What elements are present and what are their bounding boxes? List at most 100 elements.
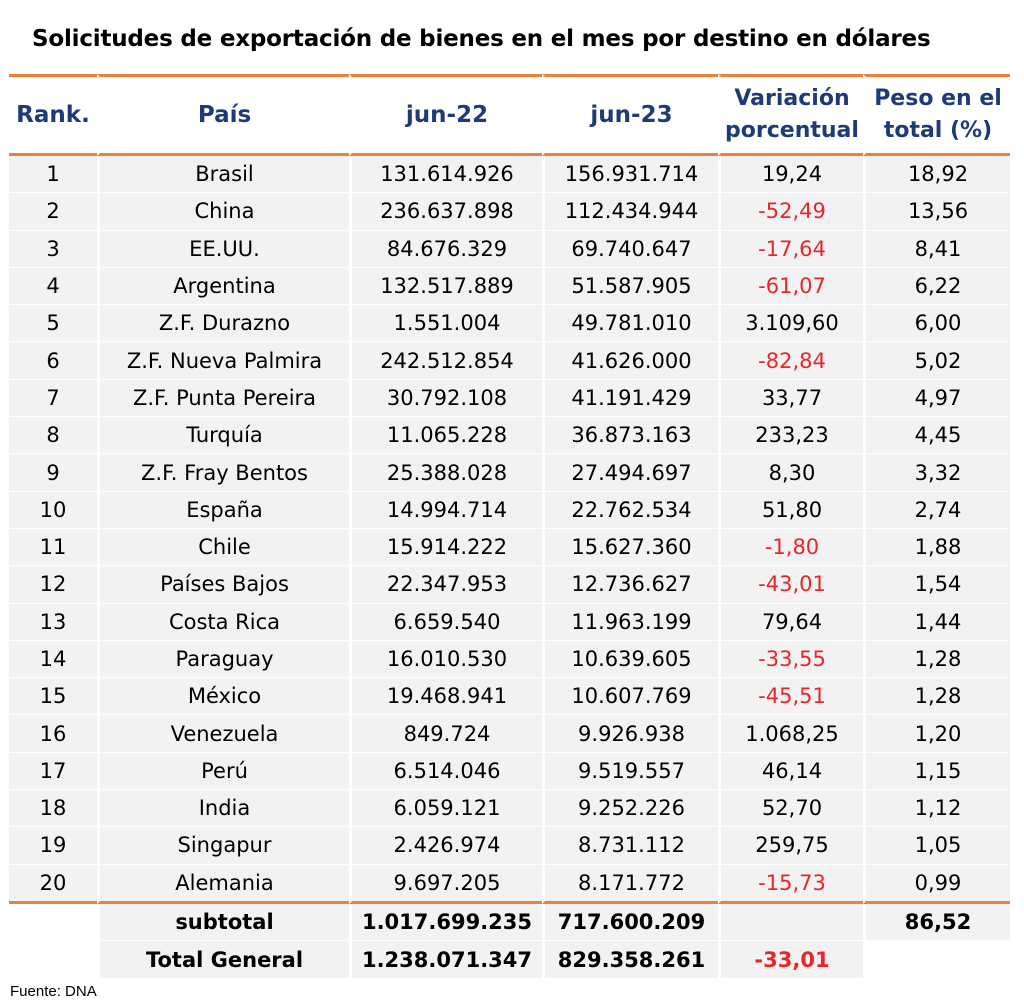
cell-var: 3.109,60 [718,305,863,343]
cell-rank: 11 [9,528,97,567]
cell-rank: 15 [9,678,97,716]
cell-rank: 16 [9,715,97,753]
subtotal-peso: 86,52 [863,903,1010,942]
cell-rank: 7 [9,379,97,418]
cell-rank: 2 [9,193,97,231]
cell-var: 52,70 [718,790,863,828]
cell-jun22: 849.724 [349,715,542,753]
cell-jun22: 132.517.889 [349,267,542,306]
total-rank-cell [9,941,97,979]
table-row: 12 Países Bajos 22.347.953 12.736.627 -43,01… [9,566,1010,604]
cell-jun22: 1.551.004 [349,305,542,343]
cell-var: -17,64 [718,230,863,268]
table-row: 20 Alemania 9.697.205 8.171.772 -15,73 0,99 [9,864,1010,904]
table-row: 18 India 6.059.121 9.252.226 52,70 1,12 [9,790,1010,828]
cell-peso: 18,92 [863,156,1010,194]
table-row: 3 EE.UU. 84.676.329 69.740.647 -17,64 8,41 [9,230,1010,268]
cell-pais: Singapur [97,827,349,865]
cell-peso: 4,45 [863,417,1010,455]
table-row: 8 Turquía 11.065.228 36.873.163 233,23 4,45 [9,417,1010,455]
cell-peso: 1,54 [863,566,1010,604]
cell-var: 233,23 [718,417,863,455]
cell-pais: Costa Rica [97,603,349,641]
cell-var: -1,80 [718,528,863,567]
cell-pais: China [97,193,349,231]
cell-pais: Alemania [97,864,349,904]
cell-jun22: 131.614.926 [349,156,542,194]
table-row: 10 España 14.994.714 22.762.534 51,80 2,74 [9,491,1010,529]
cell-var: 1.068,25 [718,715,863,753]
cell-jun23: 22.762.534 [542,491,718,529]
cell-var: 33,77 [718,379,863,418]
table-row: 16 Venezuela 849.724 9.926.938 1.068,25 1,20 [9,715,1010,753]
cell-peso: 1,28 [863,678,1010,716]
cell-rank: 8 [9,417,97,455]
cell-var: 46,14 [718,752,863,791]
cell-jun22: 9.697.205 [349,864,542,904]
cell-var: 51,80 [718,491,863,529]
total-var: -33,01 [718,941,863,979]
cell-peso: 6,22 [863,267,1010,306]
cell-peso: 1,15 [863,752,1010,791]
cell-jun23: 36.873.163 [542,417,718,455]
header-variacion: Variación porcentual [718,74,863,156]
subtotal-label: subtotal [97,903,349,942]
cell-peso: 2,74 [863,491,1010,529]
cell-var: -15,73 [718,864,863,904]
cell-peso: 4,97 [863,379,1010,418]
cell-pais: Chile [97,528,349,567]
cell-jun22: 84.676.329 [349,230,542,268]
subtotal-jun22: 1.017.699.235 [349,903,542,942]
header-rank: Rank. [9,74,97,156]
table-row: 13 Costa Rica 6.659.540 11.963.199 79,64 1,44 [9,603,1010,641]
cell-jun23: 15.627.360 [542,528,718,567]
cell-jun23: 41.191.429 [542,379,718,418]
cell-jun22: 16.010.530 [349,640,542,679]
table-row: 5 Z.F. Durazno 1.551.004 49.781.010 3.109,60… [9,305,1010,343]
table-row: 15 México 19.468.941 10.607.769 -45,51 1,28 [9,678,1010,716]
cell-jun22: 19.468.941 [349,678,542,716]
cell-rank: 14 [9,640,97,679]
cell-pais: Z.F. Fray Bentos [97,454,349,492]
cell-jun22: 22.347.953 [349,566,542,604]
cell-rank: 18 [9,790,97,828]
header-row: Rank. País jun-22 jun-23 Variación porce… [9,74,1010,156]
cell-var: -45,51 [718,678,863,716]
cell-jun22: 236.637.898 [349,193,542,231]
cell-rank: 12 [9,566,97,604]
cell-pais: Perú [97,752,349,791]
header-variacion-line1: Variación [734,86,850,111]
cell-rank: 20 [9,864,97,904]
cell-jun23: 9.519.557 [542,752,718,791]
export-table: Rank. País jun-22 jun-23 Variación porce… [9,74,1010,979]
cell-peso: 5,02 [863,342,1010,380]
cell-var: 79,64 [718,603,863,641]
cell-rank: 3 [9,230,97,268]
cell-peso: 13,56 [863,193,1010,231]
cell-peso: 8,41 [863,230,1010,268]
cell-jun22: 242.512.854 [349,342,542,380]
total-label: Total General [97,941,349,979]
cell-jun22: 6.059.121 [349,790,542,828]
table-row: 4 Argentina 132.517.889 51.587.905 -61,07 6,2… [9,267,1010,306]
cell-jun22: 6.659.540 [349,603,542,641]
cell-jun22: 25.388.028 [349,454,542,492]
cell-peso: 6,00 [863,305,1010,343]
table-row: 1 Brasil 131.614.926 156.931.714 19,24 18,92 [9,156,1010,194]
source-note: Fuente: DNA [10,983,97,1000]
cell-jun22: 30.792.108 [349,379,542,418]
cell-pais: Z.F. Nueva Palmira [97,342,349,380]
cell-jun23: 112.434.944 [542,193,718,231]
cell-jun23: 11.963.199 [542,603,718,641]
cell-jun22: 2.426.974 [349,827,542,865]
table-row: 19 Singapur 2.426.974 8.731.112 259,75 1,05 [9,827,1010,865]
cell-jun23: 41.626.000 [542,342,718,380]
cell-var: -82,84 [718,342,863,380]
cell-peso: 1,05 [863,827,1010,865]
cell-rank: 17 [9,752,97,791]
cell-var: -33,55 [718,640,863,679]
header-pais: País [97,74,349,156]
cell-jun23: 9.252.226 [542,790,718,828]
table-row: 14 Paraguay 16.010.530 10.639.605 -33,55 1,28 [9,640,1010,679]
cell-peso: 1,12 [863,790,1010,828]
